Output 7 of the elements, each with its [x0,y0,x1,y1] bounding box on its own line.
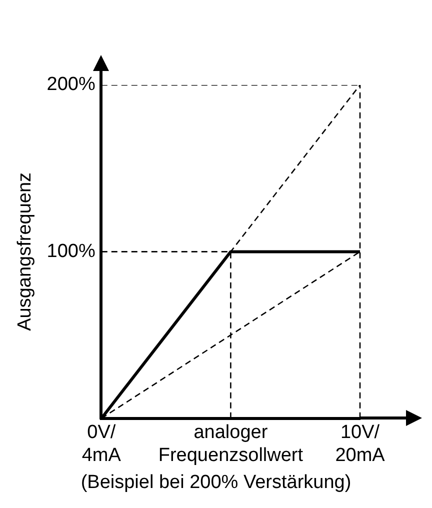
y-axis-title: Ausgangsfrequenz [14,172,36,331]
x-tick-label: 0V/ 4mA [82,422,122,466]
y-tick-label: 200% [46,74,96,96]
x-tick-label: 10V/ 20mA [335,422,386,466]
y-tick-label: 100% [46,240,96,262]
text: (Beispiel bei 200% Verstärkung) [80,472,352,494]
x-tick-label: analoger Frequenzsollwert [158,422,304,466]
